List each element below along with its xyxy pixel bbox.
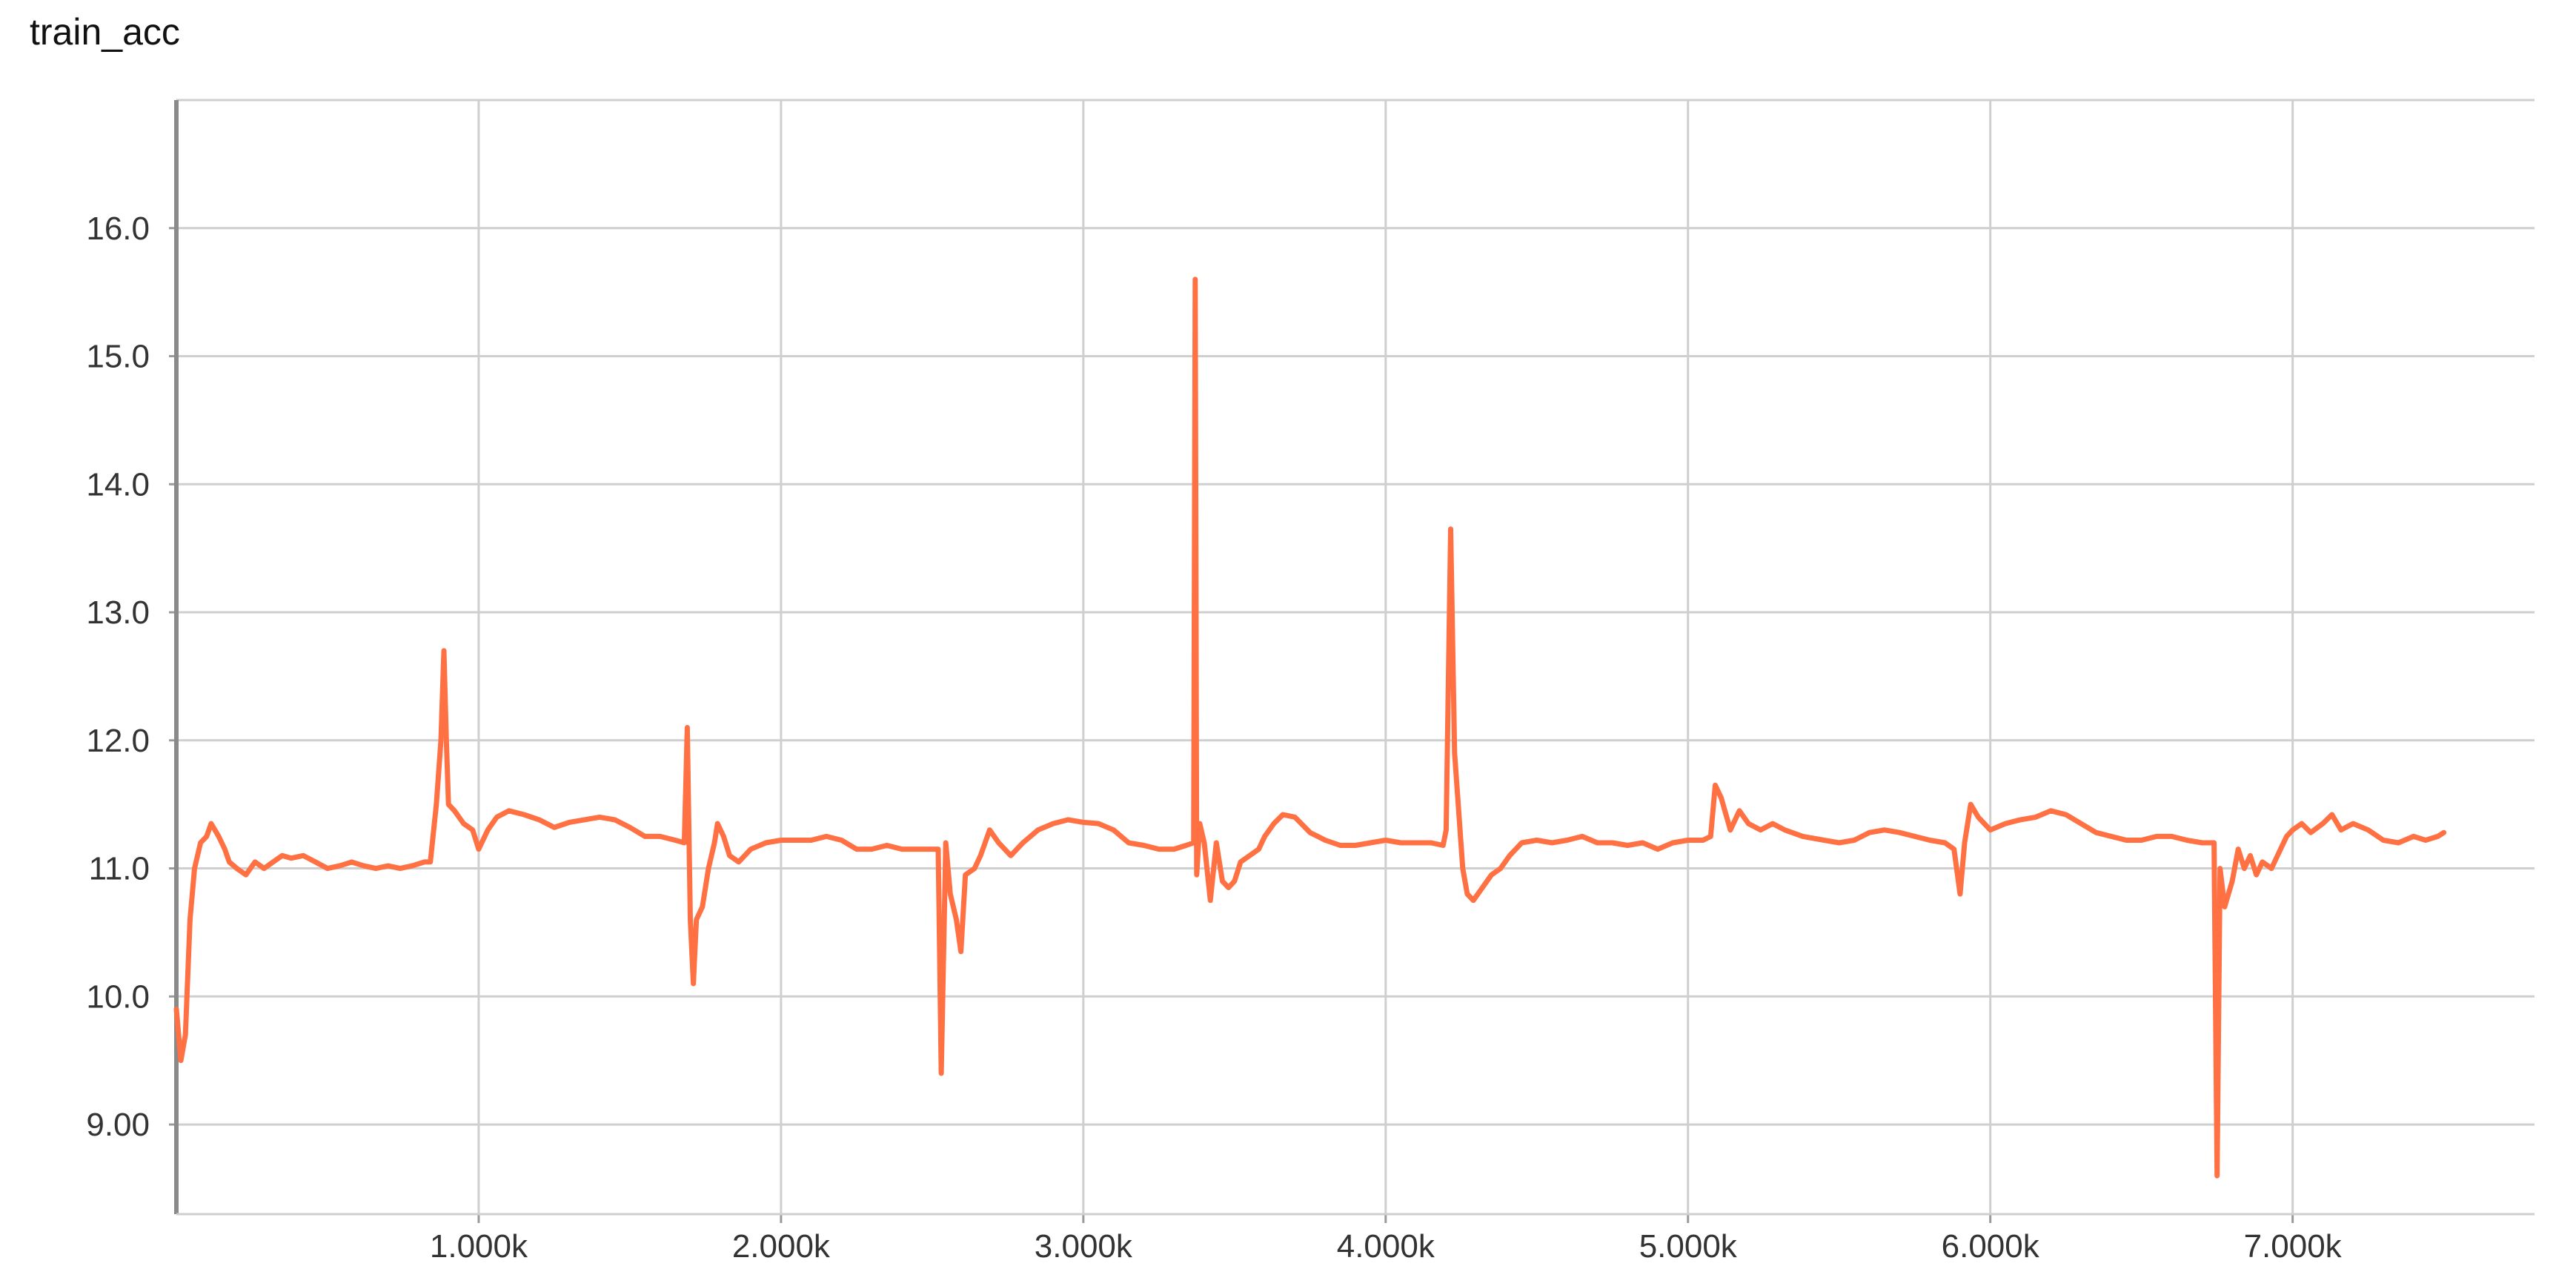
axes <box>169 100 2534 1223</box>
x-tick-label: 4.000k <box>1337 1228 1435 1265</box>
y-tick-label: 14.0 <box>86 466 150 503</box>
x-tick-label: 1.000k <box>430 1228 528 1265</box>
y-tick-label: 10.0 <box>86 978 150 1015</box>
x-tick-label: 7.000k <box>2244 1228 2343 1265</box>
x-tick-label: 6.000k <box>1942 1228 2040 1265</box>
chart-title: train_acc <box>30 11 180 53</box>
x-tick-label: 3.000k <box>1035 1228 1133 1265</box>
x-tick-label: 5.000k <box>1639 1228 1738 1265</box>
series-line <box>173 276 2447 1179</box>
y-tick-label: 11.0 <box>89 851 150 887</box>
y-tick-label: 15.0 <box>86 339 150 375</box>
tick-labels: 9.00 10.0 11.0 12.0 13.0 14.0 15.0 16.0 1.000k 2.… <box>86 211 2342 1265</box>
grid-lines <box>176 99 2534 1214</box>
y-tick-label: 12.0 <box>86 723 150 759</box>
y-tick-label: 9.00 <box>86 1107 150 1143</box>
x-tick-label: 2.000k <box>732 1228 831 1265</box>
series-layer <box>173 276 2447 1179</box>
y-tick-label: 16.0 <box>86 211 150 247</box>
y-tick-label: 13.0 <box>86 594 150 631</box>
